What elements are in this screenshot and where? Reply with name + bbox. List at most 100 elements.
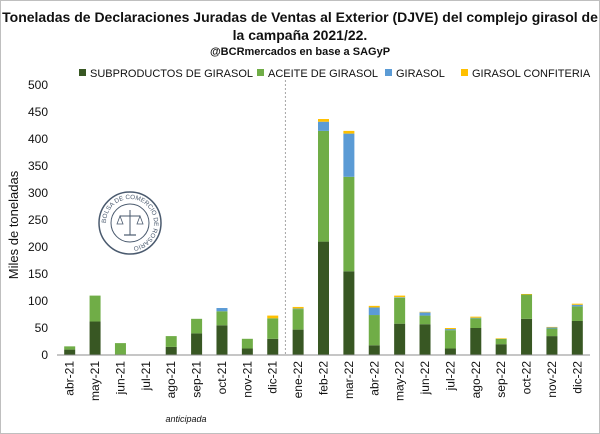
y-tick-label: 400 [28,132,48,146]
chart-subtitle: @BCRmercados en base a SAGyP [209,46,391,58]
bar-segment [89,295,101,322]
bar-segment [571,303,583,305]
y-tick-label: 250 [28,213,48,227]
x-tick-label: dic-21 [266,361,280,394]
bar-segment [191,318,203,334]
y-tick-label: 450 [28,105,48,119]
x-tick-label: dic-22 [570,361,584,394]
x-tick-label: may-21 [88,361,102,401]
x-tick-label: jun-22 [418,361,432,396]
x-tick-label: ago-22 [469,361,483,399]
bar-segment [343,176,355,272]
bar-segment [267,318,279,339]
x-tick-label: ago-21 [164,361,178,399]
bar-segment [521,294,533,319]
bar-segment [368,307,380,316]
x-tick-label: jun-21 [113,361,127,396]
bar-segment [343,133,355,177]
bar-segment [495,338,507,345]
legend-label: GIRASOL CONFITERIA [472,68,591,80]
y-tick-label: 350 [28,159,48,173]
x-tick-label: abr-22 [367,361,381,396]
bar-segment [216,311,228,326]
legend-label: ACEITE DE GIRASOL [268,68,378,80]
bar-segment [521,318,533,355]
bar-segment [292,309,304,330]
bar-segment [292,306,304,309]
bar-segment [394,323,406,355]
bar-segment [470,328,482,355]
bar-segment [546,326,558,328]
y-tick-label: 500 [28,78,48,92]
annotation-anticipada: anticipada [165,414,206,424]
bar-segment [241,348,253,355]
bar-segment [368,315,380,346]
bar-segment [216,308,228,312]
y-tick-label: 300 [28,186,48,200]
bar-segment [546,327,558,329]
bar-segment [444,329,456,331]
x-tick-label: nov-22 [545,361,559,398]
bar-segment [571,304,583,307]
bar-segment [444,348,456,355]
y-tick-label: 150 [28,267,48,281]
x-tick-label: jul-21 [139,361,153,392]
bar-segment [394,297,406,298]
x-tick-label: jul-22 [443,361,457,392]
bar-segment [368,305,380,308]
bar-segment [64,346,76,350]
bar-segment [394,297,406,324]
legend-label: GIRASOL [396,68,445,80]
x-tick-label: abr-21 [63,361,77,396]
x-tick-label: may-22 [393,361,407,401]
legend-swatch [385,69,392,76]
bolsa-comercio-rosario-seal-icon: BOLSA DE COMERCIO DE ROSARIO [97,190,163,256]
bar-segment [546,336,558,355]
bar-segment [241,338,253,349]
bar-segment [571,320,583,355]
bar-segment [495,344,507,355]
bar-segment [165,346,177,355]
bar-segment [114,343,126,355]
bar-segment [444,330,456,349]
x-tick-label: ene-22 [291,361,305,399]
x-tick-label: feb-22 [317,361,331,395]
bar-segment [495,338,507,339]
bar-segment [470,316,482,318]
bar-segment [419,315,431,325]
bar-segment [343,271,355,355]
x-tick-label: oct-22 [520,361,534,395]
bar-segment [546,328,558,337]
bar-segment [470,318,482,328]
legend-swatch [257,69,264,76]
bar-segment [89,321,101,355]
bar-segment [318,130,329,242]
bar-segment [267,338,279,355]
bar-segment [571,306,583,321]
bar-segment [64,349,76,355]
x-tick-label: oct-21 [215,361,229,395]
bar-segment [343,130,355,134]
bar-segment [521,293,533,295]
bar-segment [470,317,482,319]
bar-segment [318,119,329,122]
bar-segment [444,328,456,330]
bar-segment [419,311,431,313]
x-tick-label: nov-21 [240,361,254,398]
bar-segment [318,241,329,355]
y-tick-label: 50 [35,321,49,335]
bar-segment [191,333,203,355]
bar-segment [292,308,304,310]
y-tick-label: 100 [28,294,48,308]
legend-label: SUBPRODUCTOS DE GIRASOL [90,68,253,80]
legend-swatch [79,69,86,76]
bar-segment [267,315,279,319]
bar-segment [419,324,431,355]
bar-segment [318,121,329,131]
legend-swatch [461,69,468,76]
y-tick-label: 200 [28,240,48,254]
x-tick-label: mar-22 [342,361,356,399]
bar-segment [368,345,380,355]
bar-segment [394,295,406,298]
